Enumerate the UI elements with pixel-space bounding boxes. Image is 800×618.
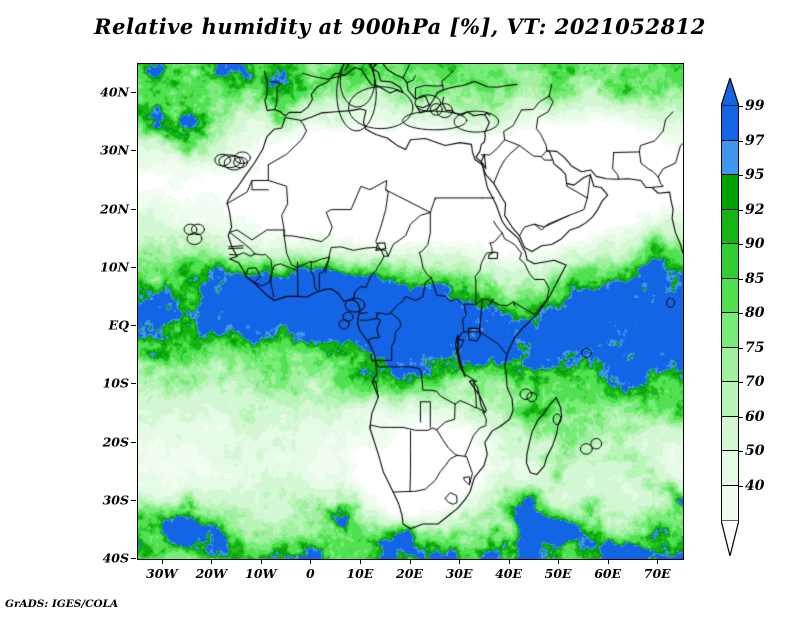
colorbar-tick xyxy=(739,209,743,211)
y-axis-label: 10N xyxy=(100,259,129,275)
x-tick xyxy=(260,559,262,564)
x-axis-label: 70E xyxy=(643,566,671,581)
colorbar-tick xyxy=(739,140,743,142)
colorbar-band xyxy=(721,277,739,313)
colorbar-bands xyxy=(721,105,739,520)
map-plot-area[interactable] xyxy=(137,63,684,560)
x-tick xyxy=(657,559,659,564)
y-tick xyxy=(131,150,136,152)
colorbar-band xyxy=(721,346,739,382)
colorbar-tick xyxy=(739,347,743,349)
x-axis-label: 20W xyxy=(195,566,228,581)
colorbar-label: 60 xyxy=(745,408,765,425)
x-tick xyxy=(161,559,163,564)
x-axis-label: 0 xyxy=(306,566,315,581)
colorbar-tick xyxy=(739,278,743,280)
y-tick xyxy=(131,266,136,268)
colorbar[interactable]: 99 97 95 92 90 85 80 75 70 60 50 40 xyxy=(705,70,800,557)
y-axis-label: 20N xyxy=(100,201,129,217)
x-tick xyxy=(558,559,560,564)
y-tick xyxy=(131,208,136,210)
colorbar-tick xyxy=(739,244,743,245)
x-tick xyxy=(409,559,411,564)
colorbar-band xyxy=(721,381,739,417)
x-tick xyxy=(359,559,361,564)
colorbar-label: 40 xyxy=(745,477,765,494)
colorbar-tick xyxy=(739,106,743,107)
x-tick xyxy=(211,559,213,564)
colorbar-band xyxy=(721,312,739,348)
colorbar-label: 97 xyxy=(745,132,765,149)
x-tick xyxy=(508,559,510,564)
y-tick xyxy=(131,441,136,443)
colorbar-band xyxy=(721,415,739,451)
colorbar-band xyxy=(721,208,739,244)
colorbar-tick xyxy=(739,175,743,176)
y-tick xyxy=(131,558,136,559)
colorbar-tick xyxy=(739,382,743,383)
x-axis-label: 10W xyxy=(245,566,277,581)
y-axis-label: 40S xyxy=(102,550,129,566)
colorbar-label: 75 xyxy=(745,339,765,356)
colorbar-min-arrow xyxy=(720,519,740,557)
x-tick xyxy=(459,559,461,564)
colorbar-label: 92 xyxy=(745,201,765,218)
colorbar-band xyxy=(721,243,739,279)
x-axis-label: 30E xyxy=(445,566,473,581)
colorbar-band xyxy=(721,105,739,141)
colorbar-tick xyxy=(739,416,743,418)
y-axis-label: 30S xyxy=(102,492,129,508)
colorbar-band xyxy=(721,174,739,210)
colorbar-label: 70 xyxy=(745,374,765,390)
colorbar-band xyxy=(721,450,739,486)
y-tick xyxy=(131,325,136,327)
colorbar-label: 90 xyxy=(745,236,765,252)
x-tick xyxy=(607,559,609,564)
y-axis-label: 40N xyxy=(100,84,129,100)
colorbar-label: 85 xyxy=(745,270,765,287)
colorbar-tick xyxy=(739,313,743,314)
colorbar-label: 80 xyxy=(745,305,765,321)
y-tick xyxy=(131,383,136,385)
y-axis-label: EQ xyxy=(108,317,129,333)
colorbar-label: 50 xyxy=(745,443,765,459)
x-axis-label: 60E xyxy=(594,566,622,581)
x-axis-label: 50E xyxy=(544,566,572,581)
colorbar-label: 95 xyxy=(745,167,765,183)
coastline-borders-overlay xyxy=(138,64,683,559)
colorbar-label: 99 xyxy=(745,98,765,114)
colorbar-band xyxy=(721,139,739,175)
colorbar-band xyxy=(721,484,739,520)
x-axis-label: 10E xyxy=(346,566,374,581)
x-axis-label: 20E xyxy=(396,566,423,581)
y-axis-label: 30N xyxy=(100,142,129,158)
colorbar-tick xyxy=(739,451,743,452)
y-tick xyxy=(131,499,136,501)
colorbar-tick xyxy=(739,485,743,487)
y-axis-label: 20S xyxy=(102,434,129,450)
page-title: Relative humidity at 900hPa [%], VT: 202… xyxy=(94,14,706,39)
y-axis-label: 10S xyxy=(102,375,129,391)
colorbar-max-arrow xyxy=(720,76,740,107)
y-tick xyxy=(131,92,136,94)
x-axis-label: 40E xyxy=(495,566,523,581)
attribution-footer: GrADS: IGES/COLA xyxy=(5,598,119,610)
x-axis-label: 30W xyxy=(146,566,178,581)
x-tick xyxy=(310,559,312,564)
